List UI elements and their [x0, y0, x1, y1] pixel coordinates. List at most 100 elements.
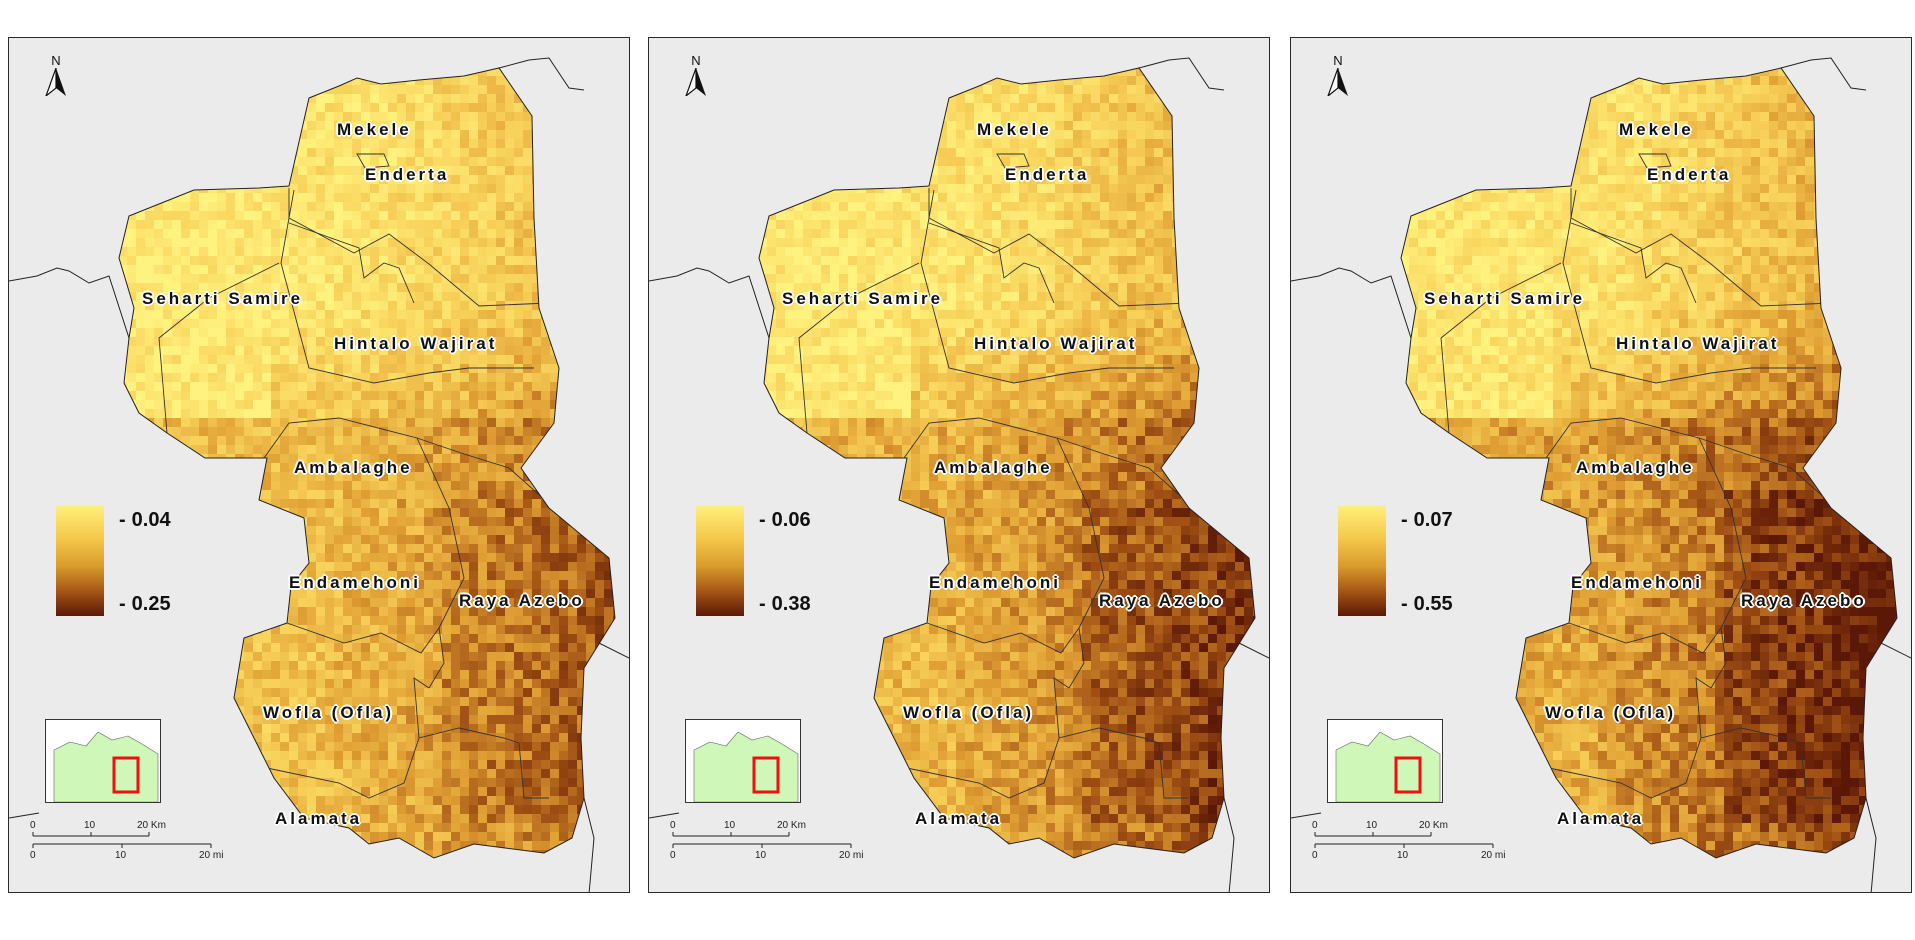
external-border-line: [1291, 812, 1322, 819]
district-boundary: [1440, 262, 1562, 434]
district-label-ambalaghe: Ambalaghe: [1576, 458, 1695, 477]
external-border-line: [649, 267, 770, 339]
scale-km-10: 10: [1366, 820, 1378, 831]
external-border-line: [1780, 57, 1867, 91]
district-label-ambalaghe: Ambalaghe: [934, 458, 1053, 477]
district-boundary: [798, 262, 920, 434]
scale-km-0: 0: [30, 820, 36, 831]
scale-mi-0: 0: [30, 850, 36, 861]
district-boundary: [288, 222, 415, 304]
district-boundary: [1568, 622, 1722, 654]
map-raster: [1291, 57, 1911, 892]
scale-bar-lines: [672, 832, 852, 848]
external-border-line: [9, 267, 130, 339]
district-label-wofla: Wofla (Ofla): [903, 703, 1035, 722]
external-border-line: [1223, 797, 1235, 892]
district-boundary: [906, 727, 1189, 799]
district-boundary: [413, 677, 430, 739]
map-raster: [9, 57, 629, 892]
mekele-boundary: [356, 153, 390, 169]
district-boundary: [1698, 437, 1747, 689]
district-label-endamehoni: Endamehoni: [289, 573, 422, 592]
external-border-line: [9, 812, 40, 819]
district-label-raya-azebo: Raya Azebo: [1099, 591, 1225, 610]
scale-bar: 0 10 20 Km 0 10 20 mi: [669, 820, 869, 870]
district-label-endamehoni: Endamehoni: [929, 573, 1062, 592]
scale-mi-0: 0: [670, 850, 676, 861]
north-arrow: N: [683, 54, 709, 101]
inset-extent-box: [752, 756, 780, 794]
district-label-seharti-samire: Seharti Samire: [782, 289, 944, 308]
district-label-enderta: Enderta: [1005, 165, 1090, 184]
locator-inset-map: [45, 719, 161, 803]
legend-high-value: -0.04: [119, 509, 171, 531]
external-border-line: [583, 797, 595, 892]
legend-color-ramp: [1338, 506, 1386, 616]
north-label: N: [1333, 53, 1343, 68]
legend-color-ramp: [56, 506, 104, 616]
external-border-line: [1138, 57, 1225, 91]
district-label-hintalo-wajirat: Hintalo Wajirat: [1616, 334, 1780, 353]
district-label-alamata: Alamata: [1557, 809, 1645, 828]
legend-high-value: -0.07: [1401, 509, 1453, 531]
external-border-line: [1865, 797, 1877, 892]
external-border-line: [649, 812, 680, 819]
north-label: N: [691, 53, 701, 68]
scale-bar: 0 10 20 Km 0 10 20 mi: [1311, 820, 1511, 870]
district-boundary: [266, 727, 549, 799]
district-boundary: [416, 437, 465, 689]
district-label-mekele: Mekele: [337, 120, 412, 139]
legend-color-ramp: [696, 506, 744, 616]
region-outline: [758, 67, 1256, 859]
region-outline: [118, 67, 616, 859]
district-boundary: [1548, 727, 1831, 799]
inset-extent-box: [1394, 756, 1422, 794]
district-boundary: [1570, 222, 1697, 304]
scale-km-10: 10: [84, 820, 96, 831]
district-boundary: [1695, 677, 1712, 739]
scale-km-20: 20 Km: [1419, 820, 1448, 831]
external-border-line: [498, 57, 585, 91]
legend-low-value: -0.38: [759, 593, 811, 615]
legend-low-value: -0.55: [1401, 593, 1453, 615]
district-label-endamehoni: Endamehoni: [1571, 573, 1704, 592]
locator-inset-map: [685, 719, 801, 803]
district-label-seharti-samire: Seharti Samire: [1424, 289, 1586, 308]
north-arrow-icon: [684, 67, 706, 98]
inset-land: [693, 731, 799, 803]
district-label-enderta: Enderta: [365, 165, 450, 184]
locator-inset-map: [1327, 719, 1443, 803]
district-boundary: [158, 262, 280, 434]
scale-km-20: 20 Km: [777, 820, 806, 831]
scale-mi-10: 10: [1397, 850, 1409, 861]
inset-land: [53, 731, 159, 803]
legend-low-value: -0.25: [119, 593, 171, 615]
scale-km-0: 0: [670, 820, 676, 831]
scale-km-10: 10: [724, 820, 736, 831]
district-label-raya-azebo: Raya Azebo: [459, 591, 585, 610]
inset-graphic: [53, 731, 159, 803]
district-boundary: [920, 189, 1174, 384]
district-boundary: [1562, 189, 1816, 384]
north-arrow-icon: [1326, 67, 1348, 98]
inset-land: [1335, 731, 1441, 803]
region-outline: [1400, 67, 1898, 859]
scale-bar-lines: [32, 832, 212, 848]
district-label-alamata: Alamata: [915, 809, 1003, 828]
scale-mi-10: 10: [115, 850, 127, 861]
mekele-boundary: [996, 153, 1030, 169]
district-label-hintalo-wajirat: Hintalo Wajirat: [334, 334, 498, 353]
legend-high-value: -0.06: [759, 509, 811, 531]
mekele-boundary: [1638, 153, 1672, 169]
inset-graphic: [1335, 731, 1441, 803]
district-boundary: [1053, 677, 1070, 739]
district-label-seharti-samire: Seharti Samire: [142, 289, 304, 308]
district-boundary: [286, 622, 440, 654]
district-boundary: [926, 622, 1080, 654]
district-label-alamata: Alamata: [275, 809, 363, 828]
district-label-hintalo-wajirat: Hintalo Wajirat: [974, 334, 1138, 353]
inset-extent-box: [112, 756, 140, 794]
north-arrow: N: [1325, 54, 1351, 101]
north-label: N: [51, 53, 61, 68]
district-label-raya-azebo: Raya Azebo: [1741, 591, 1867, 610]
